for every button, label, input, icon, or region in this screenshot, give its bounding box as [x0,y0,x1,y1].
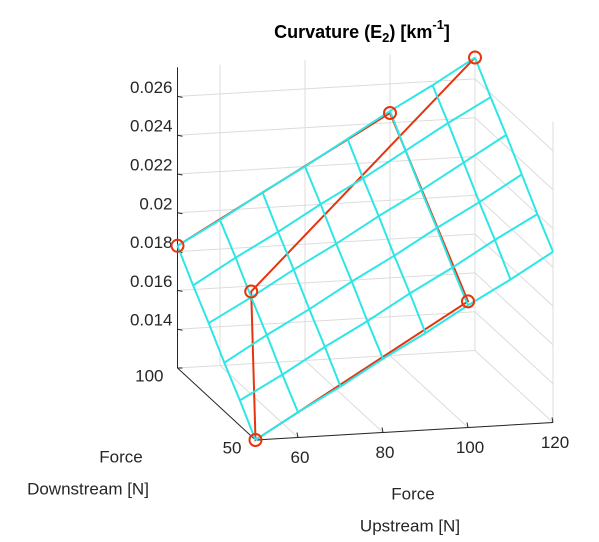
z-tick [177,289,183,292]
grid-line [177,350,476,369]
surface-line [389,110,469,306]
x-tick [381,427,384,433]
data-point [248,433,263,447]
y-axis-label: Force [99,447,142,466]
title-part: Curvature (E [274,22,382,42]
surface-line [474,57,554,253]
surface-line [239,213,538,402]
z-tick [177,173,183,176]
data-point [170,238,185,253]
surface-line [261,191,342,387]
x-axis [255,422,554,441]
z-tick-label: 0.018 [130,233,173,252]
x-tick-label: 100 [456,438,484,457]
surface-line [176,245,257,441]
y-axis-label: Downstream [N] [27,479,149,498]
x-tick-label: 60 [291,448,310,467]
z-tick-label: 0.016 [130,272,173,291]
z-tick [177,134,183,137]
z-tick-label: 0.026 [130,78,173,97]
x-axis-label: Upstream [N] [360,516,460,535]
z-tick [177,212,183,215]
grid-line [474,233,554,307]
surface-line [176,56,476,247]
chart-title: Curvature (E2) [km-1] [274,17,450,45]
data-point [468,50,482,65]
z-tick-label: 0.022 [130,155,173,174]
data-point [461,294,475,309]
grid-line [219,365,299,438]
grid-line [304,360,384,433]
surface-line [208,134,507,324]
z-tick-label: 0.024 [130,117,173,136]
title-sup: -1 [432,17,444,32]
grid-line [474,194,554,268]
grid-line [474,350,554,423]
x-tick-label: 80 [376,443,395,462]
x-axis-label: Force [391,484,434,503]
surface-line [346,138,427,334]
grid-line [177,78,476,97]
title-part: ) [km [389,22,432,42]
y-axis [177,367,256,441]
surface-line [219,219,299,413]
surface-line [223,173,523,364]
z-tick-label: 0.014 [130,311,173,330]
x-tick-label: 120 [541,433,569,452]
data-point [244,284,259,299]
surface-line [431,84,512,280]
grid-line [177,272,476,291]
grid-line [177,156,476,175]
surface-line [192,96,492,287]
grid-line [474,311,554,385]
z-tick-label: 0.02 [139,194,172,213]
grid-line [177,233,476,253]
x-tick [296,432,299,438]
surface-line [304,166,384,360]
title-sub: 2 [382,30,389,45]
x-tick [466,422,469,428]
grid-line [474,272,554,346]
grid-line [474,156,554,229]
x-tick [551,417,554,423]
grid-line [389,355,469,428]
y-tick-label: 100 [135,366,163,385]
surface-line [254,250,554,441]
y-tick-label: 50 [223,438,242,457]
z-tick [177,95,183,98]
grid-line [177,311,476,330]
z-tick [177,328,183,331]
data-point [383,106,397,120]
grid-line [177,117,476,136]
title-part: ] [444,22,450,42]
